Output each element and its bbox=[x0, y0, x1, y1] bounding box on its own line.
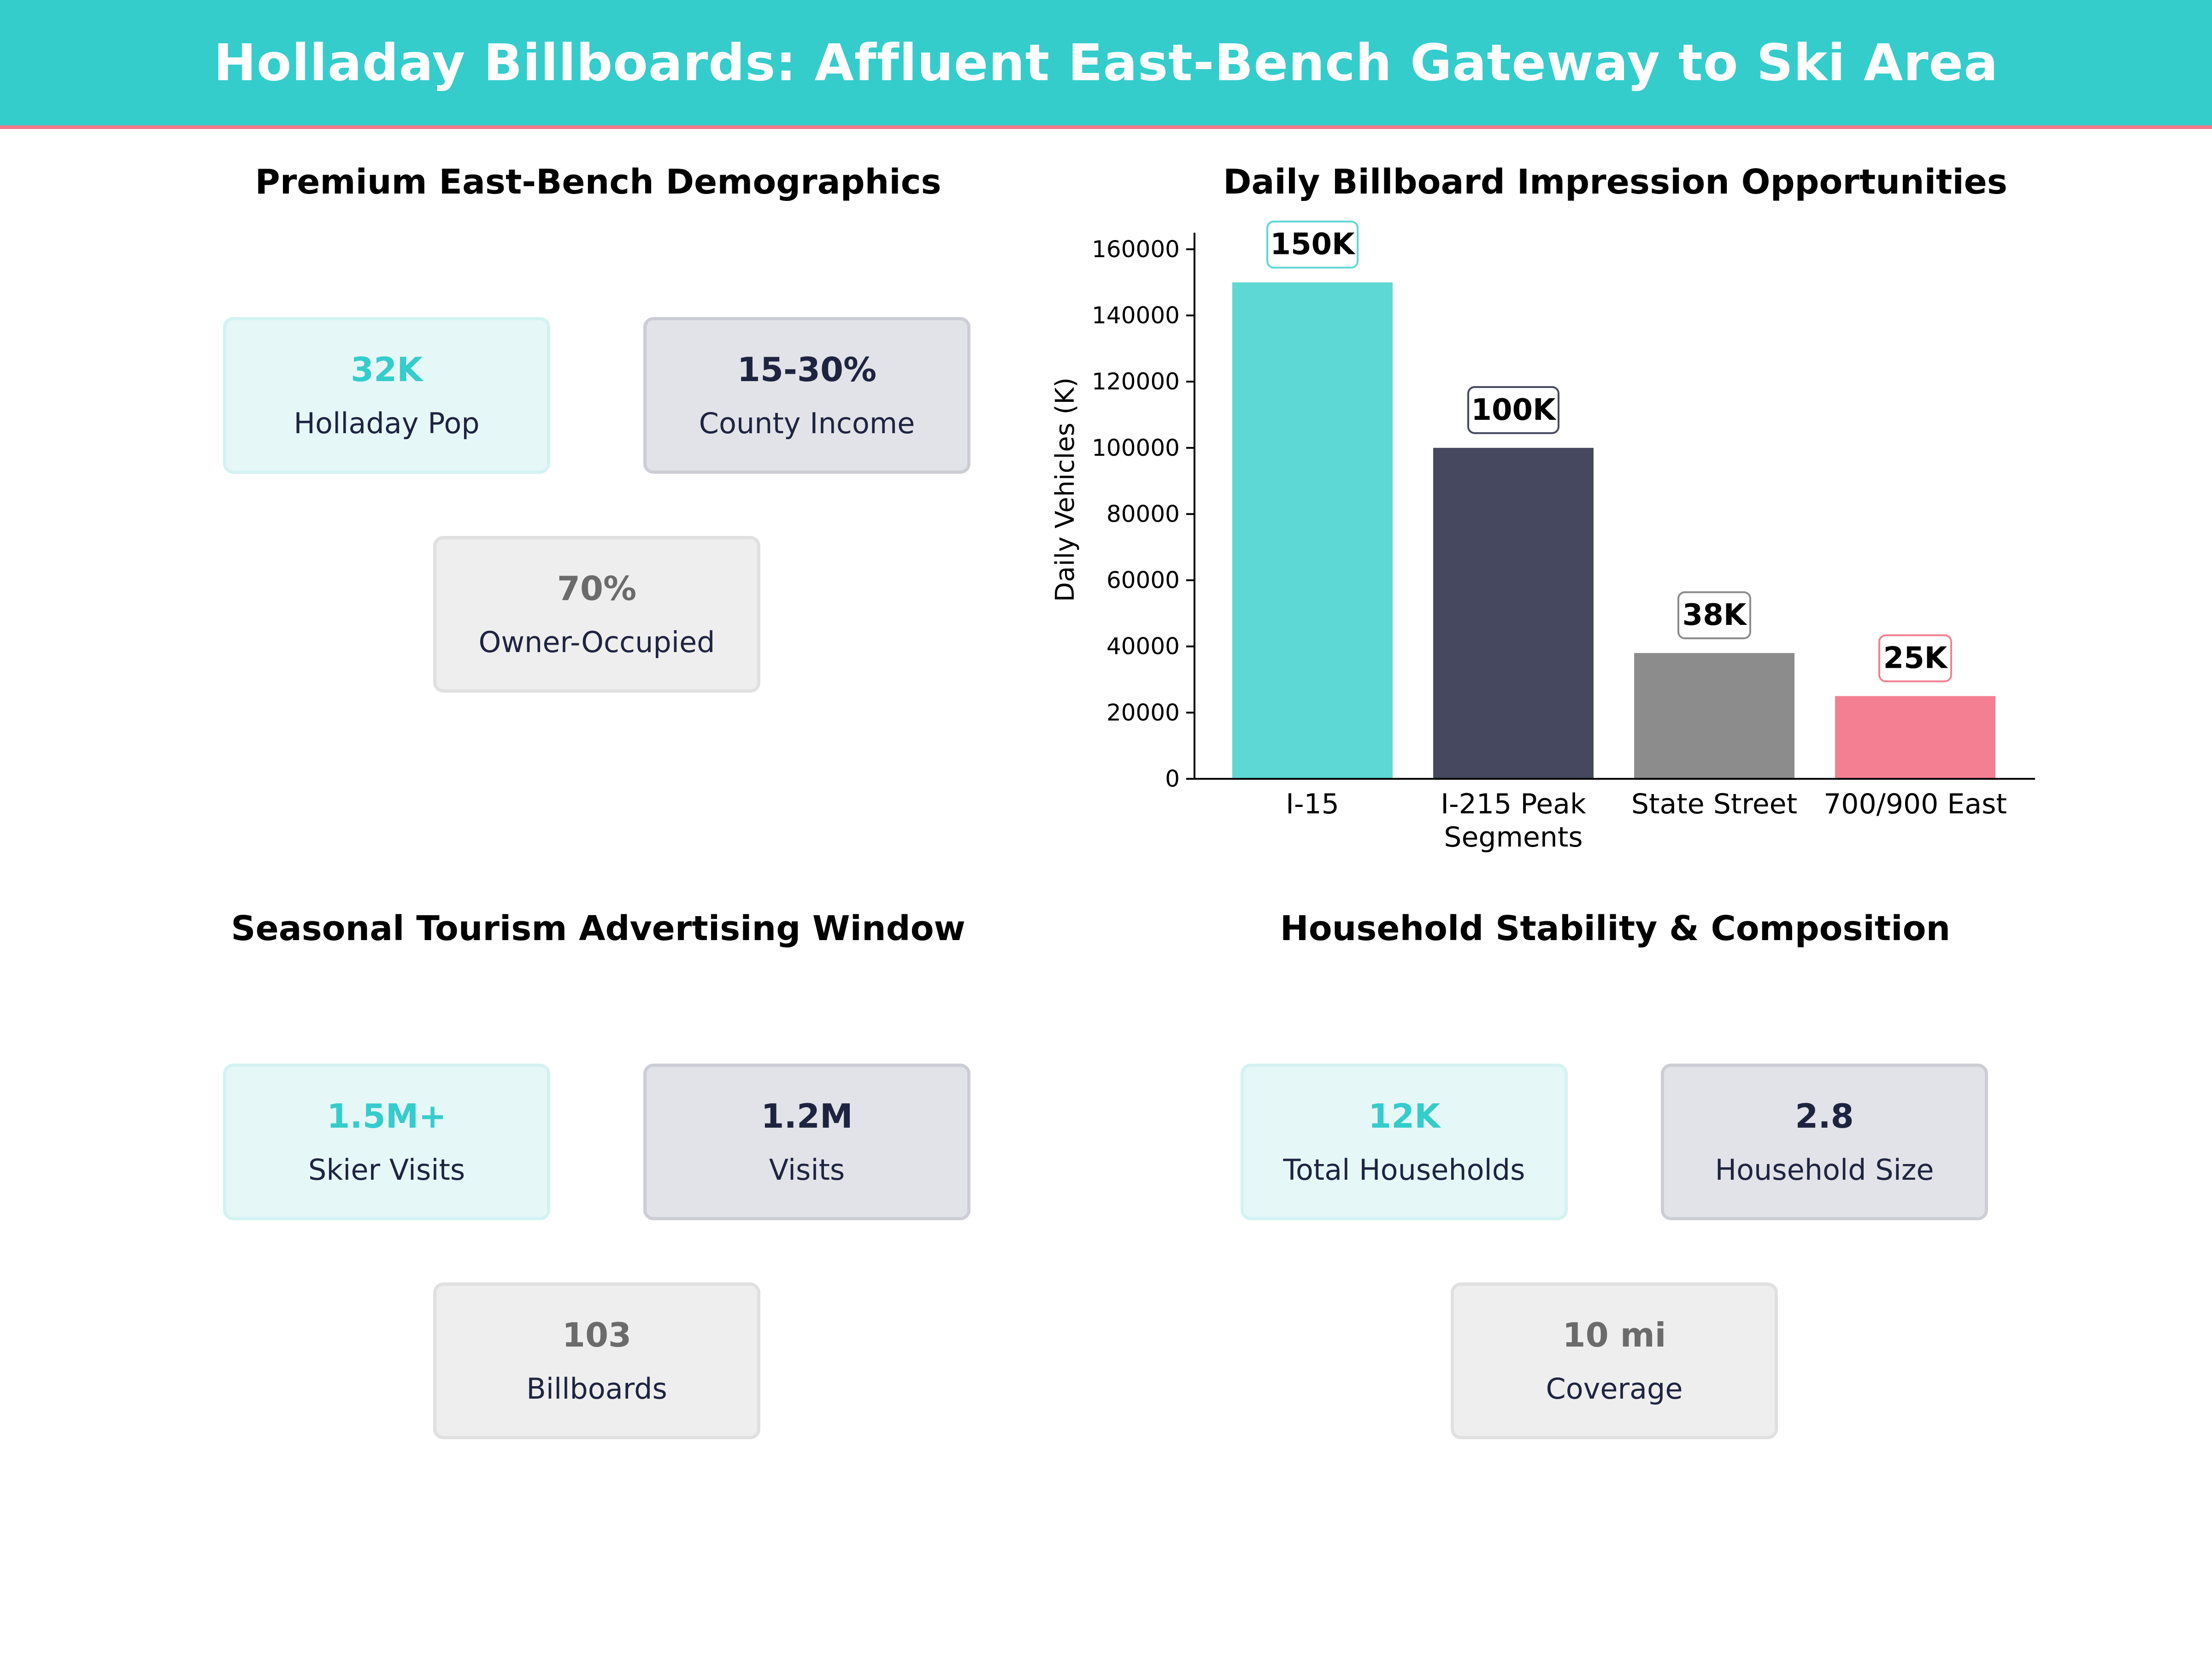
stat-card-skier-visits: 1.5M+ Skier Visits bbox=[223, 1064, 550, 1220]
x-tick-label-1-1: Segments bbox=[1444, 821, 1583, 853]
bar-3 bbox=[1835, 696, 1995, 779]
data-label-3: 25K bbox=[1883, 641, 1948, 675]
data-label-1: 100K bbox=[1471, 393, 1557, 427]
stat-label: Owner-Occupied bbox=[478, 625, 715, 659]
stat-value: 1.2M bbox=[761, 1097, 853, 1135]
x-tick-label-0: I-15 bbox=[1286, 788, 1339, 820]
stat-card-billboards: 103 Billboards bbox=[433, 1282, 760, 1439]
stat-card-holladay-pop: 32K Holladay Pop bbox=[223, 317, 550, 474]
households-title: Household Stability & Composition bbox=[1280, 909, 1951, 948]
y-axis-label: Daily Vehicles (K) bbox=[1050, 377, 1080, 602]
x-tick-label-1-0: I-215 Peak bbox=[1441, 788, 1586, 820]
y-tick-label-4: 80000 bbox=[1106, 500, 1180, 527]
header-banner: Holladay Billboards: Affluent East-Bench… bbox=[0, 0, 2212, 129]
page-title: Holladay Billboards: Affluent East-Bench… bbox=[213, 33, 1999, 92]
stat-label: County Income bbox=[699, 406, 915, 440]
chart-title: Daily Billboard Impression Opportunities bbox=[1223, 162, 2007, 202]
stat-card-coverage: 10 mi Coverage bbox=[1451, 1282, 1778, 1439]
stat-card-household-size: 2.8 Household Size bbox=[1661, 1064, 1988, 1220]
stat-card-visits: 1.2M Visits bbox=[643, 1064, 971, 1220]
stat-value: 70% bbox=[557, 569, 637, 608]
stat-label: Total Households bbox=[1283, 1153, 1525, 1187]
data-label-box-3 bbox=[1878, 634, 1952, 682]
x-tick-label-2: State Street bbox=[1631, 788, 1797, 820]
stat-label: Holladay Pop bbox=[294, 406, 480, 440]
data-label-box-1 bbox=[1467, 386, 1559, 434]
bar-1 bbox=[1433, 447, 1594, 779]
bar-0 bbox=[1232, 282, 1393, 779]
stat-label: Visits bbox=[769, 1153, 845, 1187]
stat-value: 103 bbox=[562, 1316, 632, 1354]
y-tick-label-0: 0 bbox=[1165, 765, 1180, 792]
x-tick-label-3: 700/900 East bbox=[1824, 788, 2007, 820]
stat-label: Skier Visits bbox=[308, 1153, 465, 1187]
y-tick-label-6: 120000 bbox=[1092, 368, 1180, 395]
demographics-title: Premium East-Bench Demographics bbox=[255, 162, 941, 202]
stat-label: Coverage bbox=[1546, 1372, 1683, 1406]
tourism-title: Seasonal Tourism Advertising Window bbox=[231, 909, 965, 948]
stat-card-owner-occupied: 70% Owner-Occupied bbox=[433, 536, 760, 693]
bar-2 bbox=[1634, 653, 1794, 779]
stat-value: 15-30% bbox=[737, 350, 877, 389]
stat-label: Household Size bbox=[1715, 1153, 1934, 1187]
stat-label: Billboards bbox=[526, 1372, 667, 1406]
stat-value: 12K bbox=[1368, 1097, 1440, 1135]
stat-value: 32K bbox=[351, 350, 423, 389]
data-label-0: 150K bbox=[1270, 228, 1356, 262]
stat-value: 1.5M+ bbox=[327, 1097, 447, 1135]
data-label-box-0 bbox=[1266, 220, 1359, 269]
y-tick-label-7: 140000 bbox=[1092, 302, 1180, 329]
y-tick-label-5: 100000 bbox=[1092, 435, 1180, 461]
y-tick-label-3: 60000 bbox=[1106, 567, 1180, 594]
y-tick-label-1: 20000 bbox=[1106, 699, 1180, 726]
stat-card-county-income: 15-30% County Income bbox=[643, 317, 971, 474]
data-label-box-2 bbox=[1677, 591, 1751, 640]
stat-card-total-households: 12K Total Households bbox=[1241, 1064, 1568, 1220]
y-tick-label-8: 160000 bbox=[1092, 236, 1180, 263]
stat-value: 10 mi bbox=[1562, 1316, 1666, 1354]
stat-value: 2.8 bbox=[1795, 1097, 1854, 1135]
y-tick-label-2: 40000 bbox=[1106, 633, 1180, 660]
data-label-2: 38K bbox=[1683, 598, 1747, 632]
